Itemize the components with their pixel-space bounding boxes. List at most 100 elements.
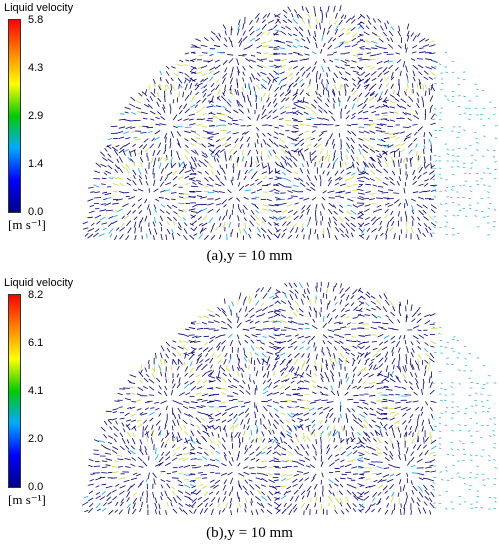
- velocity-arrow: [311, 444, 316, 451]
- colorbar-tick: 0.0: [28, 481, 44, 493]
- velocity-arrow: [406, 77, 409, 83]
- velocity-arrow: [390, 71, 394, 79]
- velocity-arrow: [232, 163, 234, 168]
- velocity-arrow: [396, 104, 402, 108]
- velocity-arrow: [204, 502, 208, 508]
- velocity-arrow: [274, 155, 281, 161]
- velocity-arrow: [428, 226, 432, 231]
- velocity-arrow: [398, 150, 401, 158]
- velocity-arrow: [315, 143, 322, 149]
- velocity-arrow: [116, 198, 123, 201]
- velocity-arrow: [424, 342, 429, 346]
- velocity-arrow: [321, 196, 326, 201]
- velocity-arrow: [306, 221, 310, 227]
- velocity-arrow: [280, 111, 286, 115]
- velocity-arrow: [268, 327, 275, 330]
- velocity-arrow: [171, 477, 179, 479]
- velocity-arrow: [322, 340, 326, 345]
- velocity-arrow: [178, 359, 183, 365]
- velocity-arrow: [190, 492, 197, 495]
- velocity-arrow: [130, 463, 136, 467]
- velocity-arrow: [339, 483, 344, 488]
- velocity-arrow: [219, 234, 222, 240]
- velocity-arrow: [358, 460, 364, 462]
- velocity-arrow: [201, 366, 205, 371]
- velocity-arrow: [256, 314, 262, 318]
- velocity-arrow: [247, 417, 250, 425]
- velocity-arrow: [305, 424, 311, 428]
- velocity-arrow: [210, 88, 215, 93]
- velocity-arrow: [369, 198, 375, 201]
- velocity-arrow: [314, 229, 317, 235]
- velocity-arrow: [221, 340, 226, 345]
- velocity-arrow: [368, 463, 376, 466]
- velocity-arrow: [126, 182, 132, 186]
- velocity-arrow: [283, 14, 288, 19]
- velocity-arrow: [201, 52, 208, 54]
- velocity-arrow: [184, 79, 187, 84]
- velocity-arrow: [193, 508, 197, 514]
- velocity-arrow: [468, 377, 472, 379]
- velocity-arrow: [371, 508, 375, 513]
- velocity-arrow: [385, 431, 389, 437]
- velocity-arrow: [320, 298, 322, 305]
- velocity-arrow: [242, 485, 247, 491]
- velocity-arrow: [115, 227, 120, 231]
- velocity-arrow: [359, 485, 365, 487]
- velocity-arrow: [262, 438, 266, 443]
- velocity-arrow: [238, 358, 240, 364]
- velocity-arrow: [416, 306, 421, 313]
- velocity-arrow: [195, 366, 200, 371]
- velocity-arrow: [399, 131, 406, 134]
- velocity-arrow: [188, 497, 193, 501]
- velocity-arrow: [107, 501, 113, 505]
- velocity-arrow: [352, 413, 357, 420]
- velocity-arrow: [207, 163, 213, 169]
- velocity-arrow: [340, 223, 346, 229]
- velocity-arrow: [386, 478, 394, 483]
- velocity-arrow: [173, 211, 178, 215]
- velocity-arrow: [356, 97, 360, 102]
- velocity-arrow: [382, 31, 388, 37]
- velocity-arrow: [474, 411, 478, 414]
- velocity-arrow: [199, 508, 204, 515]
- velocity-arrow: [144, 446, 147, 451]
- velocity-arrow: [149, 95, 153, 102]
- velocity-arrow: [287, 197, 293, 200]
- velocity-arrow: [241, 373, 243, 378]
- velocity-arrow: [286, 85, 291, 92]
- velocity-arrow: [256, 132, 260, 138]
- velocity-arrow: [222, 484, 226, 491]
- velocity-arrow: [190, 430, 195, 437]
- velocity-arrow: [184, 138, 189, 142]
- velocity-arrow: [237, 316, 240, 323]
- velocity-arrow: [392, 431, 396, 439]
- velocity-arrow: [140, 412, 148, 416]
- velocity-arrow: [160, 471, 166, 473]
- velocity-arrow: [230, 497, 233, 504]
- velocity-arrow: [452, 233, 455, 236]
- velocity-arrow: [277, 300, 281, 305]
- velocity-arrow: [292, 92, 298, 96]
- velocity-arrow: [339, 41, 345, 44]
- velocity-arrow: [405, 491, 409, 498]
- velocity-arrow: [364, 204, 371, 207]
- velocity-arrow: [241, 131, 246, 135]
- velocity-arrow: [391, 328, 399, 331]
- velocity-arrow: [231, 406, 239, 408]
- velocity-arrow: [364, 208, 370, 213]
- velocity-arrow: [266, 12, 271, 18]
- velocity-arrow: [298, 31, 304, 37]
- velocity-arrow: [286, 490, 292, 494]
- velocity-arrow: [223, 454, 227, 461]
- velocity-arrow: [326, 78, 329, 85]
- velocity-arrow: [200, 196, 207, 199]
- velocity-arrow: [236, 455, 240, 461]
- velocity-arrow: [111, 176, 118, 180]
- velocity-arrow: [346, 437, 350, 442]
- velocity-arrow: [429, 436, 433, 443]
- velocity-arrow: [200, 44, 208, 47]
- velocity-arrow: [112, 496, 118, 501]
- velocity-arrow: [177, 438, 183, 443]
- velocity-arrow: [309, 228, 312, 235]
